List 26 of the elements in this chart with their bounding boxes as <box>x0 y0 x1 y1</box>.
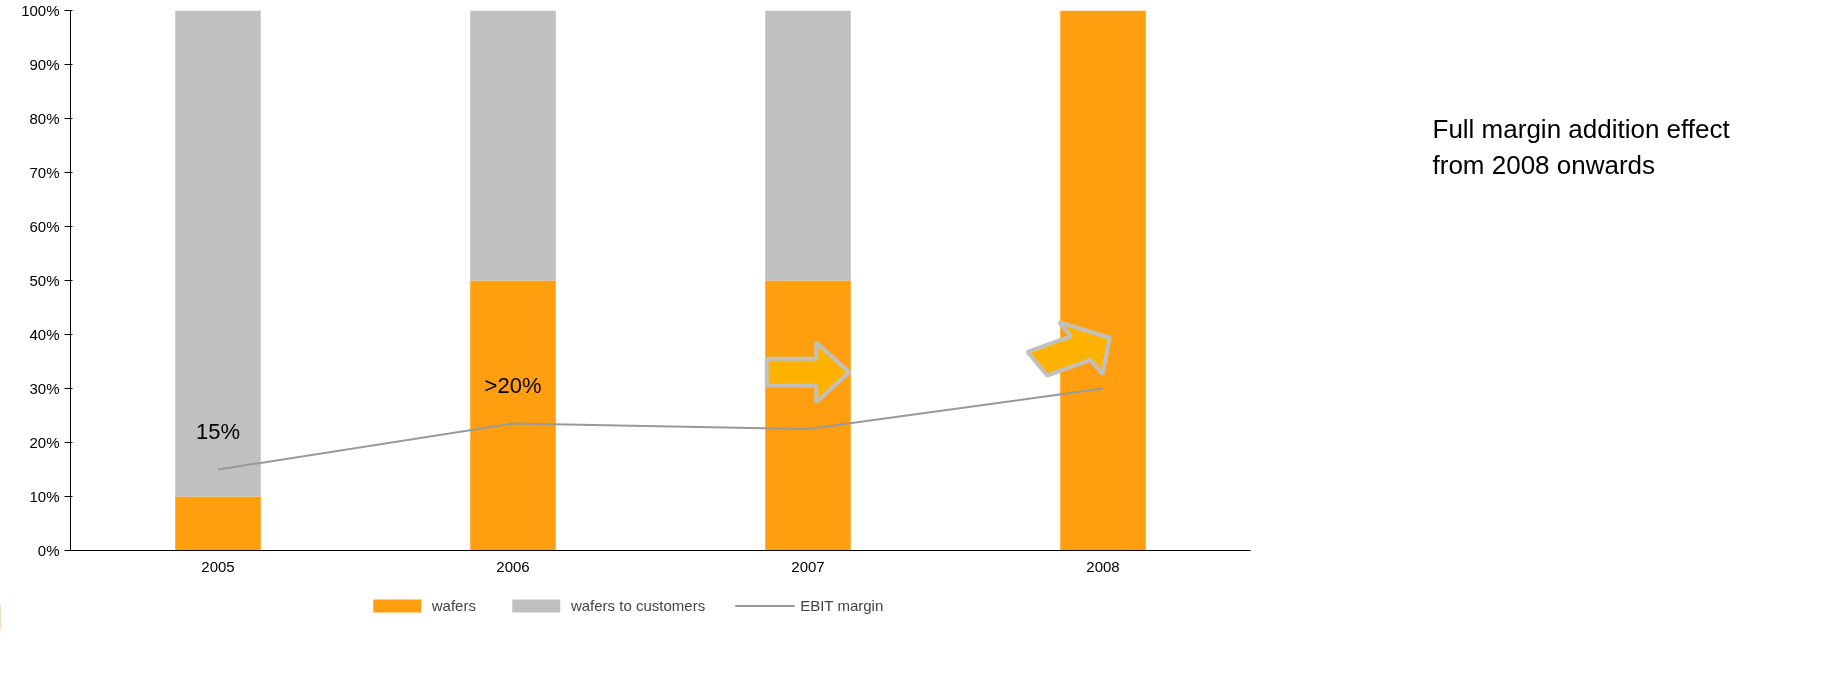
annotation: 15% <box>195 419 241 445</box>
y-tick-label: 60% <box>29 218 60 235</box>
y-tick-label: 40% <box>29 326 60 343</box>
x-tick-label: 2006 <box>496 557 530 575</box>
annotation: >20% <box>484 373 542 399</box>
y-tick-label: 80% <box>29 110 60 127</box>
y-tick-label: 10% <box>29 488 60 505</box>
x-tick-label: 2005 <box>201 557 235 575</box>
legend-label: wafers to customers <box>570 596 706 614</box>
y-tick-label: 100% <box>21 2 60 19</box>
y-tick-label: 70% <box>29 164 60 181</box>
bar <box>470 280 556 551</box>
x-tick-label: 2007 <box>791 557 825 575</box>
y-tick-label: 20% <box>29 434 60 451</box>
bar <box>470 10 556 281</box>
x-tick-label: 2008 <box>1086 557 1120 575</box>
bar <box>765 10 851 281</box>
bar <box>175 10 261 497</box>
y-tick-label: 90% <box>29 56 60 73</box>
text: Full margin addition effect from 2008 onwards <box>1432 114 1731 181</box>
y-tick-label: 30% <box>29 380 60 397</box>
legend-label: wafers <box>431 596 476 614</box>
y-tick-label: 0% <box>37 542 60 559</box>
y-tick-label: 50% <box>29 272 60 289</box>
bar <box>175 496 261 551</box>
legend-label: EBIT margin <box>800 596 884 614</box>
